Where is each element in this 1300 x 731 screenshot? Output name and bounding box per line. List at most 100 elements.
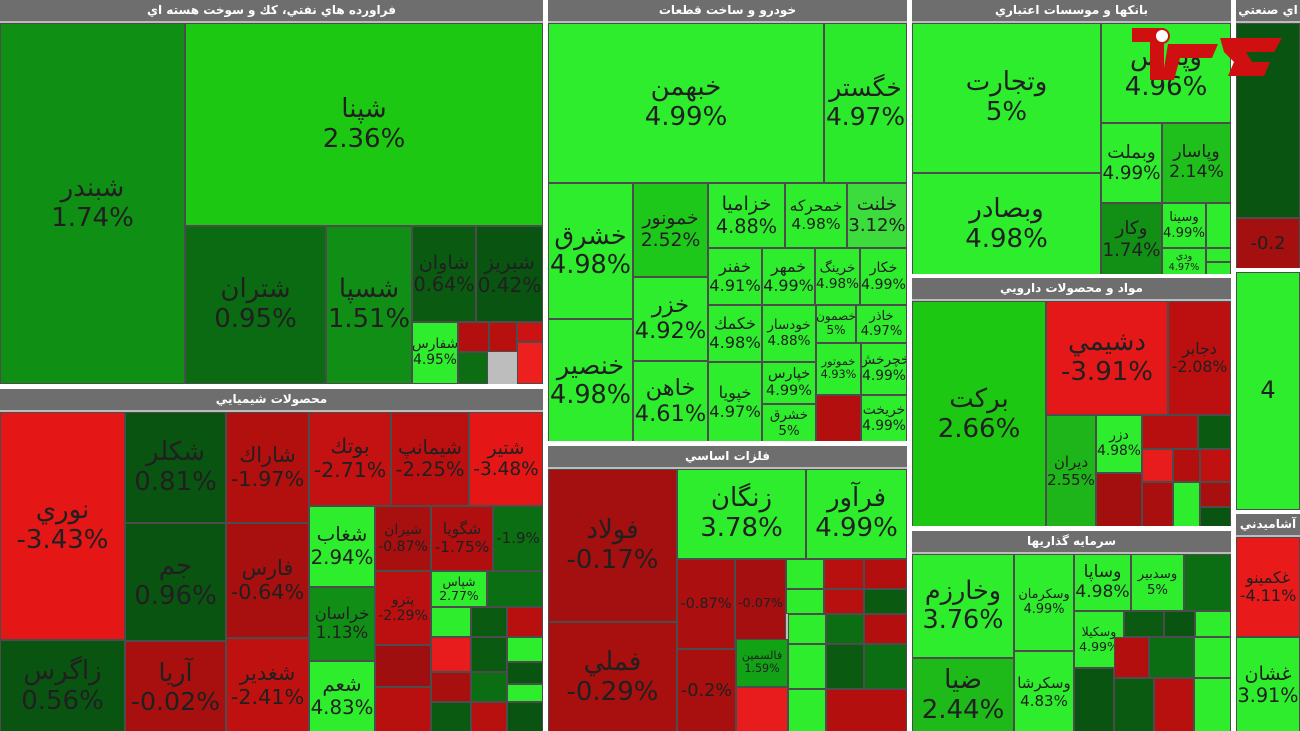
stock-tile[interactable]: وتجارت 5%	[912, 23, 1101, 173]
stock-tile[interactable]: شعم 4.83%	[309, 661, 375, 731]
stock-tile[interactable]	[1142, 415, 1198, 449]
stock-tile[interactable]	[786, 559, 824, 589]
stock-tile[interactable]	[431, 702, 471, 731]
stock-tile[interactable]	[864, 614, 907, 644]
stock-tile[interactable]: 4	[1236, 272, 1300, 510]
stock-tile[interactable]	[788, 614, 826, 644]
stock-tile[interactable]	[1124, 611, 1164, 637]
stock-tile[interactable]	[788, 689, 826, 731]
stock-tile[interactable]: خاذر 4.97%	[856, 305, 907, 343]
stock-tile[interactable]	[507, 702, 543, 731]
stock-tile[interactable]	[471, 672, 507, 702]
stock-tile[interactable]: خودسار 4.88%	[762, 305, 816, 362]
stock-tile[interactable]: زاگرس 0.56%	[0, 640, 125, 731]
stock-tile[interactable]: خصمون 5%	[816, 305, 856, 343]
stock-tile[interactable]	[1142, 449, 1173, 482]
stock-tile[interactable]: خپارس 4.99%	[762, 362, 816, 404]
stock-tile[interactable]: -0.2	[1236, 218, 1300, 268]
stock-tile[interactable]	[1114, 678, 1154, 731]
stock-tile[interactable]	[826, 689, 907, 731]
stock-tile[interactable]: شگويا -1.75%	[431, 506, 493, 571]
stock-tile[interactable]: ودي 4.97%	[1162, 248, 1206, 274]
stock-tile[interactable]	[826, 644, 864, 689]
stock-tile[interactable]: بوتك -2.71%	[309, 412, 391, 506]
stock-tile[interactable]: ضيا 2.44%	[912, 658, 1014, 731]
stock-tile[interactable]	[1074, 668, 1114, 731]
stock-tile[interactable]: شاوان 0.64%	[412, 226, 476, 322]
stock-tile[interactable]: خچرخش4.99%	[861, 343, 907, 395]
stock-tile[interactable]: خفنر 4.91%	[708, 248, 762, 305]
stock-tile[interactable]	[1149, 637, 1194, 678]
stock-tile[interactable]	[816, 395, 861, 441]
stock-tile[interactable]	[1096, 473, 1142, 526]
stock-tile[interactable]	[788, 644, 826, 689]
stock-tile[interactable]: -0.2%	[677, 649, 736, 731]
stock-tile[interactable]	[1142, 482, 1173, 526]
stock-tile[interactable]	[517, 322, 543, 342]
stock-tile[interactable]: شبريز 0.42%	[476, 226, 543, 322]
stock-tile[interactable]: شسپا 1.51%	[326, 226, 412, 384]
stock-tile[interactable]	[431, 672, 471, 702]
stock-tile[interactable]	[431, 607, 471, 637]
stock-tile[interactable]	[1236, 23, 1300, 218]
stock-tile[interactable]: وسكرشا 4.83%	[1014, 651, 1074, 731]
stock-tile[interactable]: وساپا 4.98%	[1074, 554, 1131, 611]
stock-tile[interactable]: خپويا 4.97%	[708, 362, 762, 441]
stock-tile[interactable]: فملي -0.29%	[548, 622, 677, 731]
stock-tile[interactable]: خلنت 3.12%	[847, 183, 907, 248]
stock-tile[interactable]: خكمك 4.98%	[708, 305, 762, 362]
stock-tile[interactable]	[1184, 554, 1231, 611]
stock-tile[interactable]: وكار 1.74%	[1101, 203, 1162, 274]
stock-tile[interactable]: وبملت 4.99%	[1101, 123, 1162, 203]
stock-tile[interactable]	[864, 559, 907, 589]
stock-tile[interactable]: دجابر -2.08%	[1168, 301, 1231, 415]
stock-tile[interactable]: خكار 4.99%	[860, 248, 907, 305]
stock-tile[interactable]	[826, 614, 864, 644]
stock-tile[interactable]: شكلر 0.81%	[125, 412, 226, 523]
stock-tile[interactable]	[1195, 611, 1231, 637]
stock-tile[interactable]: آريا -0.02%	[125, 641, 226, 731]
stock-tile[interactable]: -0.87%	[677, 559, 735, 649]
stock-tile[interactable]	[458, 322, 489, 352]
stock-tile[interactable]	[1164, 611, 1195, 637]
stock-tile[interactable]: خمهر 4.99%	[762, 248, 815, 305]
stock-tile[interactable]	[489, 322, 517, 352]
stock-tile[interactable]: وپاسار 2.14%	[1162, 123, 1231, 203]
stock-tile[interactable]	[786, 589, 824, 614]
stock-tile[interactable]: خراسان 1.13%	[309, 587, 375, 661]
stock-tile[interactable]: شپاس 2.77%	[431, 571, 487, 607]
stock-tile[interactable]	[1206, 248, 1231, 262]
stock-tile[interactable]: -0.07%	[735, 559, 786, 649]
stock-tile[interactable]: خاهن 4.61%	[633, 361, 708, 441]
stock-tile[interactable]	[864, 644, 907, 689]
stock-tile[interactable]	[1206, 203, 1231, 248]
stock-tile[interactable]: شپنا 2.36%	[185, 23, 543, 226]
stock-tile[interactable]: دزر 4.98%	[1096, 415, 1142, 473]
stock-tile[interactable]	[1198, 415, 1231, 449]
stock-tile[interactable]: زنگان 3.78%	[677, 469, 806, 559]
stock-tile[interactable]: شيمانپ -2.25%	[391, 412, 469, 506]
stock-tile[interactable]: شتير -3.48%	[469, 412, 543, 506]
stock-tile[interactable]	[471, 702, 507, 731]
stock-tile[interactable]	[1194, 637, 1231, 678]
stock-tile[interactable]: فارس -0.64%	[226, 523, 309, 638]
stock-tile[interactable]: شيران -0.87%	[375, 506, 431, 571]
stock-tile[interactable]: خنصير 4.98%	[548, 319, 633, 441]
stock-tile[interactable]: دشيمي -3.91%	[1046, 301, 1168, 415]
stock-tile[interactable]: وخارزم 3.76%	[912, 554, 1014, 658]
stock-tile[interactable]: خمحركه 4.98%	[785, 183, 847, 248]
stock-tile[interactable]	[736, 687, 788, 731]
stock-tile[interactable]: فالسمين 1.59%	[736, 639, 788, 687]
stock-tile[interactable]	[507, 662, 543, 684]
stock-tile[interactable]	[517, 342, 543, 384]
stock-tile[interactable]: وبصادر 4.98%	[912, 173, 1101, 274]
stock-tile[interactable]: خزاميا 4.88%	[708, 183, 785, 248]
stock-tile[interactable]: بركت 2.66%	[912, 301, 1046, 526]
stock-tile[interactable]	[1114, 637, 1149, 678]
stock-tile[interactable]: پترو -2.29%	[375, 571, 431, 645]
stock-tile[interactable]: غشان 3.91%	[1236, 637, 1300, 731]
stock-tile[interactable]: شاراك -1.97%	[226, 412, 309, 523]
stock-tile[interactable]: ديران 2.55%	[1046, 415, 1096, 526]
stock-tile[interactable]: فرآور 4.99%	[806, 469, 907, 559]
stock-tile[interactable]: شبندر 1.74%	[0, 23, 185, 384]
